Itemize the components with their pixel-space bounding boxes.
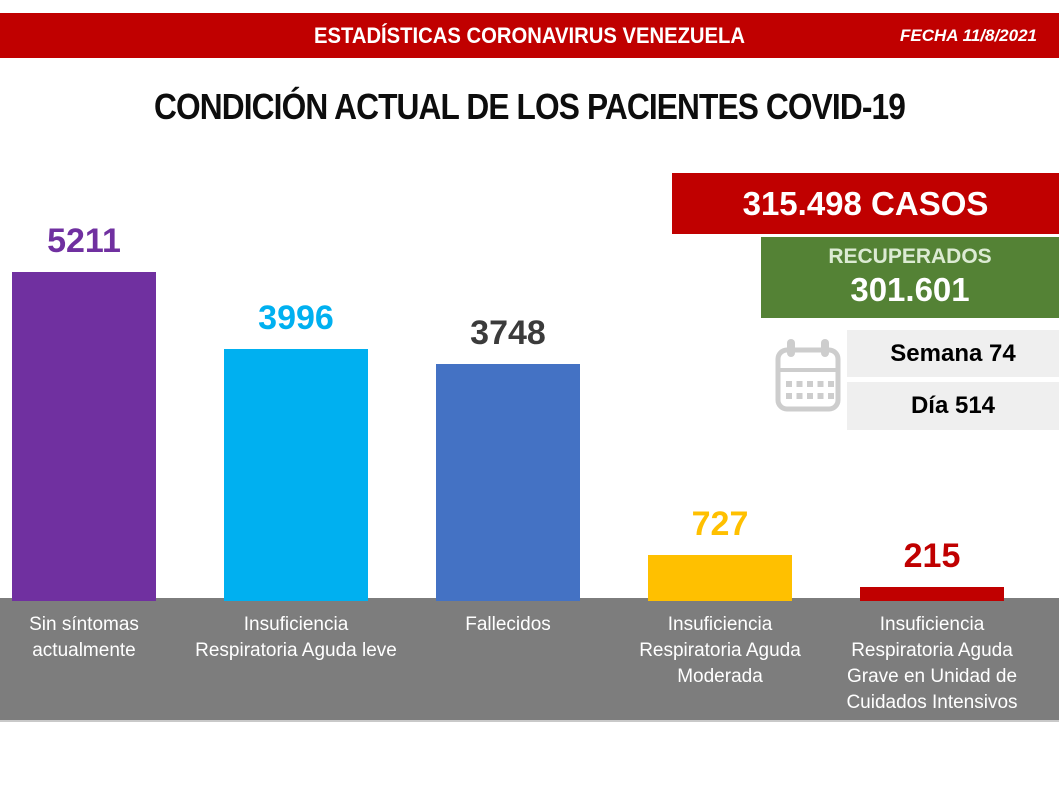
bar-3 xyxy=(436,364,580,601)
bar-value-2: 3996 xyxy=(258,299,334,337)
category-axis-band xyxy=(0,598,1059,722)
header-bar: ESTADÍSTICAS CORONAVIRUS VENEZUELA FECHA… xyxy=(0,13,1059,58)
recovered-label: RECUPERADOS xyxy=(828,245,992,268)
bar-category-1: Sin síntomas actualmente xyxy=(29,614,139,661)
bar-4 xyxy=(648,555,792,601)
bar-value-1: 5211 xyxy=(47,222,121,260)
header-title: ESTADÍSTICAS CORONAVIRUS VENEZUELA xyxy=(313,23,746,48)
total-cases-banner: 315.498 CASOS xyxy=(672,173,1059,234)
recovered-value: 301.601 xyxy=(850,271,970,308)
day-badge: Día 514 xyxy=(847,382,1059,430)
bar-2 xyxy=(224,349,368,601)
bar-category-3: Fallecidos xyxy=(465,614,551,635)
bar-category-5: Insuficiencia Respiratoria Aguda Grave e… xyxy=(846,614,1018,713)
week-badge: Semana 74 xyxy=(847,330,1059,377)
recovered-banner: RECUPERADOS 301.601 xyxy=(761,237,1059,318)
bar-value-3: 3748 xyxy=(470,314,546,352)
bar-1 xyxy=(12,272,156,601)
page-title: CONDICIÓN ACTUAL DE LOS PACIENTES COVID-… xyxy=(153,86,906,127)
calendar-icon xyxy=(775,339,841,412)
bar-category-4: Insuficiencia Respiratoria Aguda Moderad… xyxy=(639,614,801,687)
bar-value-5: 215 xyxy=(903,537,961,575)
header-date: FECHA 11/8/2021 xyxy=(899,26,1037,45)
bar-5 xyxy=(860,587,1004,601)
bar-category-2: Insuficiencia Respiratoria Aguda leve xyxy=(195,614,397,661)
bar-value-4: 727 xyxy=(691,505,749,543)
